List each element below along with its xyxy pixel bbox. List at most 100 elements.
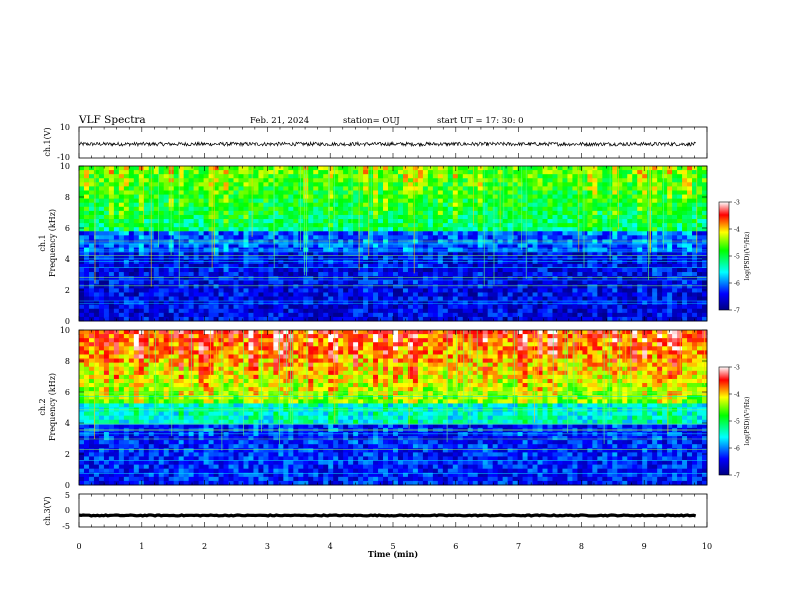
spectrogram-cell <box>198 251 204 257</box>
spectrogram-cell <box>173 312 180 318</box>
spectrogram-cell <box>682 219 688 224</box>
spectrogram-cell <box>223 235 229 240</box>
spectrogram-cell <box>79 166 85 171</box>
spectrogram-cell <box>358 202 364 208</box>
spectrogram-cell <box>103 178 110 183</box>
spectrogram-cell <box>462 214 469 220</box>
spectrogram-cell <box>522 190 528 195</box>
spectrogram-cell <box>298 284 304 289</box>
spectrogram-cell <box>223 206 229 212</box>
spectrogram-cell <box>238 170 244 175</box>
spectrogram-cell <box>577 312 583 318</box>
spectrogram-cell <box>298 263 304 269</box>
spectrogram-cell <box>83 280 90 285</box>
spectrogram-cell <box>432 194 439 200</box>
spectrogram-cell <box>437 259 444 265</box>
spectrogram-cell <box>677 223 683 228</box>
spectrogram-cell <box>188 259 195 265</box>
spectrogram-cell <box>462 255 469 261</box>
spectrogram-cell <box>148 316 155 322</box>
spectrogram-cell <box>437 292 444 297</box>
spectrogram-cell <box>228 316 234 322</box>
spectrogram-cell <box>213 304 219 310</box>
spectrogram-cell <box>208 304 214 310</box>
spectrogram-cell <box>348 308 354 314</box>
spectrogram-cell <box>627 243 633 248</box>
spectrogram-cell <box>432 316 439 322</box>
spectrogram-cell <box>238 166 244 171</box>
spectrogram-cell <box>288 263 294 269</box>
spectrogram-cell <box>422 263 429 269</box>
spectrogram-cell <box>88 284 95 289</box>
spectrogram-cell <box>123 239 130 244</box>
spectrogram-cell <box>293 206 299 212</box>
spectrogram-cell <box>118 263 125 269</box>
spectrogram-cell <box>228 251 234 257</box>
spectrogram-cell <box>462 276 469 281</box>
spectrogram-cell <box>378 267 384 273</box>
spectrogram-cell <box>602 170 608 175</box>
spectrogram-cell <box>422 259 429 265</box>
spectrogram-cell <box>652 194 658 200</box>
spectrogram-cell <box>263 312 269 318</box>
spectrogram-cell <box>278 308 284 314</box>
spectrogram-cell <box>437 166 444 171</box>
spectrogram-cell <box>587 255 593 261</box>
spectrogram-cell <box>93 214 100 220</box>
spectrogram-cell <box>138 272 145 277</box>
spectrogram-cell <box>627 166 633 171</box>
spectrogram-cell <box>218 292 224 297</box>
spectrogram-cell <box>213 308 219 314</box>
spectrogram-cell <box>303 186 309 191</box>
spectrogram-cell <box>203 206 209 212</box>
spectrogram-cell <box>298 280 304 285</box>
spectrogram-cell <box>412 202 419 208</box>
spectrogram-cell <box>293 182 299 187</box>
spectrogram-cell <box>253 259 259 265</box>
spectrogram-cell <box>577 243 583 248</box>
spectrogram-cell <box>128 284 135 289</box>
spectrogram-cell <box>442 186 449 191</box>
spectrogram-cell <box>158 178 165 183</box>
spectrogram-cell <box>348 239 354 244</box>
spectrogram-cell <box>562 243 568 248</box>
spectrogram-cell <box>672 190 678 195</box>
spectrogram-cell <box>447 170 454 175</box>
spectrogram-cell <box>437 288 444 293</box>
spectrogram-cell <box>582 190 588 195</box>
spectrogram-cell <box>552 308 558 314</box>
spectrogram-cell <box>672 174 678 179</box>
spectrogram-cell <box>253 263 259 269</box>
spectrogram-cell <box>437 263 444 269</box>
spectrogram-cell <box>98 219 105 224</box>
spectrogram-cell <box>507 292 514 297</box>
spectrogram-cell <box>452 186 459 191</box>
spectrogram-cell <box>133 170 140 175</box>
spectrogram-cell <box>417 316 424 322</box>
spectrogram-cell <box>358 174 364 179</box>
spectrogram-cell <box>452 227 459 232</box>
spectrogram-cell <box>432 312 439 318</box>
spectrogram-cell <box>123 174 130 179</box>
spectrogram-cell <box>108 288 115 293</box>
spectrogram-cell <box>128 280 135 285</box>
spectrogram-cell <box>527 288 533 293</box>
spectrogram-cell <box>163 198 170 204</box>
spectrogram-cell <box>308 186 314 191</box>
spectrogram-cell <box>407 202 414 208</box>
spectrogram-cell <box>417 190 424 195</box>
spectrogram-cell <box>512 280 518 285</box>
spectrogram-cell <box>343 251 349 257</box>
spectrogram-cell <box>582 288 588 293</box>
spectrogram-cell <box>108 202 115 208</box>
spectrogram-cell <box>592 308 598 314</box>
spectrogram-cell <box>228 304 234 310</box>
spectrogram-cell <box>333 190 339 195</box>
spectrogram-cell <box>378 272 384 277</box>
spectrogram-cell <box>537 280 543 285</box>
spectrogram-cell <box>427 214 434 220</box>
spectrogram-cell <box>532 231 538 236</box>
spectrogram-cell <box>532 223 538 228</box>
spectrogram-cell <box>183 223 190 228</box>
spectrogram-cell <box>642 206 648 212</box>
